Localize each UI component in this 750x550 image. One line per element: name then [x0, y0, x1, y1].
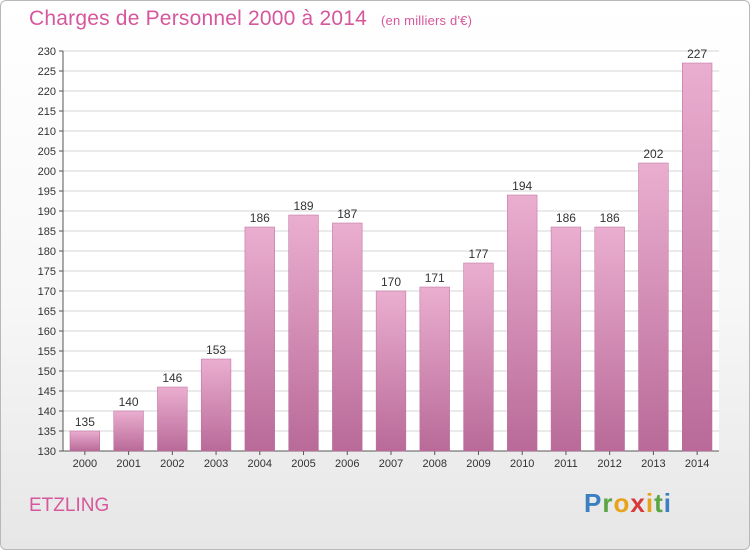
- logo-letter: i: [645, 488, 655, 518]
- y-tick-label: 135: [38, 426, 56, 438]
- data-label: 135: [75, 415, 95, 429]
- y-tick-label: 210: [38, 126, 56, 138]
- bar: [288, 214, 319, 452]
- labels: 2000 135 2001 140 2002 146 2003 153 2004 186 2005 1…: [73, 47, 710, 470]
- bar: [375, 290, 407, 452]
- logo-letter: P: [584, 488, 603, 518]
- data-label: 227: [687, 47, 707, 61]
- data-label: 140: [119, 395, 139, 409]
- x-tick-label: 2013: [641, 458, 665, 470]
- logo-letter: o: [613, 488, 631, 518]
- data-label: 153: [206, 343, 226, 357]
- bar: [419, 286, 450, 452]
- x-tick-label: 2014: [685, 458, 709, 470]
- y-tick-label: 225: [38, 66, 56, 78]
- x-tick-label: 2007: [379, 458, 403, 470]
- y-tick-label: 215: [38, 106, 56, 118]
- logo-letter: i: [663, 488, 672, 518]
- data-label: 186: [250, 211, 270, 225]
- data-label: 146: [162, 371, 182, 385]
- y-tick-label: 170: [38, 286, 56, 298]
- bar: [682, 62, 713, 452]
- y-tick-label: 205: [38, 146, 56, 158]
- y-tick-label: 175: [38, 266, 56, 278]
- data-label: 186: [556, 211, 576, 225]
- bar: [157, 386, 188, 452]
- chart-title-text: Charges de Personnel 2000 à 2014: [29, 7, 367, 30]
- chart-title: Charges de Personnel 2000 à 2014 (en mill…: [29, 7, 472, 31]
- y-tick-label: 195: [38, 186, 56, 198]
- bar: [113, 410, 144, 452]
- bar: [244, 226, 275, 452]
- y-tick-label: 160: [38, 326, 56, 338]
- data-label: 189: [294, 199, 314, 213]
- y-tick-label: 180: [38, 246, 56, 258]
- x-tick-label: 2006: [335, 458, 359, 470]
- data-label: 170: [381, 275, 401, 289]
- x-tick-label: 2005: [291, 458, 315, 470]
- proxiti-logo: Proxiti: [584, 488, 672, 519]
- bar: [200, 358, 232, 452]
- logo-letter: t: [654, 488, 664, 518]
- y-tick-label: 165: [38, 306, 56, 318]
- x-tick-label: 2002: [160, 458, 184, 470]
- axes: 130 135 140 145 150 155 160 165 170 175 180 185 190 1…: [38, 46, 719, 458]
- y-tick-label: 230: [38, 46, 56, 58]
- x-tick-label: 2009: [466, 458, 490, 470]
- y-tick-label: 130: [38, 446, 56, 458]
- data-label: 194: [512, 179, 532, 193]
- y-tick-label: 140: [38, 406, 56, 418]
- y-tick-label: 220: [38, 86, 56, 98]
- logo-letter: r: [602, 488, 614, 518]
- data-label: 177: [468, 247, 488, 261]
- bar: [332, 222, 363, 452]
- x-tick-label: 2001: [116, 458, 140, 470]
- y-tick-label: 150: [38, 366, 56, 378]
- bar: [594, 226, 625, 452]
- bar: [638, 162, 669, 452]
- bar: [507, 194, 538, 452]
- bars: [69, 62, 713, 452]
- bar: [463, 262, 494, 452]
- logo-letter: x: [630, 488, 646, 518]
- x-tick-label: 2004: [248, 458, 272, 470]
- bar: [69, 430, 100, 452]
- x-tick-label: 2003: [204, 458, 228, 470]
- x-tick-label: 2010: [510, 458, 534, 470]
- bar: [550, 226, 582, 452]
- y-tick-label: 200: [38, 166, 56, 178]
- y-tick-label: 190: [38, 206, 56, 218]
- x-tick-label: 2011: [554, 458, 578, 470]
- data-label: 202: [643, 147, 663, 161]
- y-tick-label: 185: [38, 226, 56, 238]
- y-tick-label: 145: [38, 386, 56, 398]
- x-tick-label: 2012: [597, 458, 621, 470]
- data-label: 186: [600, 211, 620, 225]
- commune-name: ETZLING: [29, 495, 110, 516]
- data-label: 187: [337, 207, 357, 221]
- data-label: 171: [425, 271, 445, 285]
- y-tick-label: 155: [38, 346, 56, 358]
- x-tick-label: 2008: [422, 458, 446, 470]
- x-tick-label: 2000: [73, 458, 97, 470]
- chart-subtitle: (en milliers d'€): [380, 13, 473, 28]
